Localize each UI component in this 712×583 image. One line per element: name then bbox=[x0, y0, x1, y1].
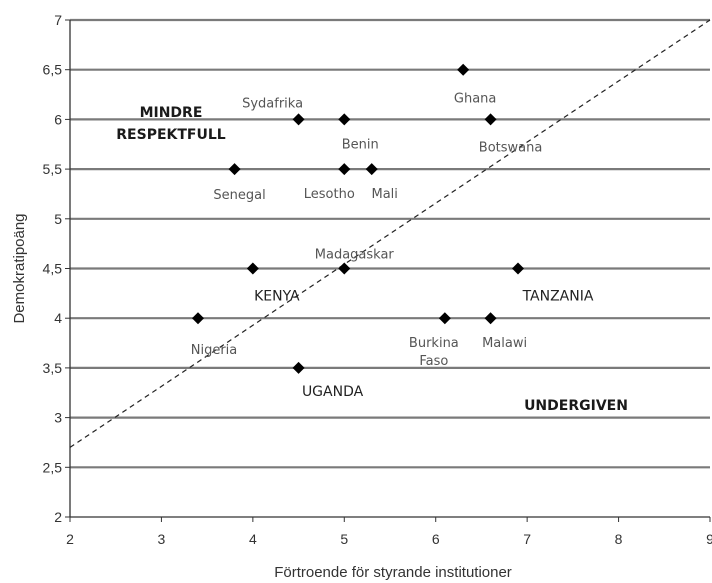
data-point bbox=[338, 113, 351, 126]
data-point-label: Malawi bbox=[482, 336, 527, 351]
region-label: UNDERGIVEN bbox=[524, 398, 628, 414]
data-point-label: TANZANIA bbox=[522, 289, 594, 305]
dashed-reference-line bbox=[69, 19, 711, 448]
data-point bbox=[228, 163, 241, 176]
x-axis-title: Förtroende för styrande institutioner bbox=[274, 564, 512, 581]
data-point-label: Lesotho bbox=[304, 187, 355, 202]
data-point-label: Mali bbox=[372, 187, 398, 202]
y-tick-label: 4,5 bbox=[43, 261, 63, 277]
data-point-label: Senegal bbox=[213, 188, 265, 203]
data-point bbox=[338, 262, 351, 275]
data-point-label: UGANDA bbox=[302, 384, 364, 400]
data-point-label: KENYA bbox=[254, 289, 300, 305]
y-tick-label: 5,5 bbox=[43, 161, 63, 177]
x-tick-label: 4 bbox=[249, 531, 257, 547]
data-point-label: Sydafrika bbox=[242, 96, 303, 111]
y-tick-label: 3 bbox=[54, 410, 62, 426]
y-tick-label: 3,5 bbox=[43, 360, 63, 376]
y-tick-label: 2 bbox=[54, 509, 62, 525]
data-point bbox=[484, 113, 497, 126]
data-point bbox=[338, 163, 351, 176]
region-label: RESPEKTFULL bbox=[116, 127, 226, 143]
data-point-label: Burkina Faso bbox=[409, 336, 459, 369]
x-tick-label: 2 bbox=[66, 531, 74, 547]
data-point bbox=[512, 262, 524, 275]
x-tick-label: 5 bbox=[340, 531, 348, 547]
data-point-label: Ghana bbox=[454, 92, 497, 107]
region-label: MINDRE bbox=[140, 105, 203, 121]
data-point bbox=[292, 113, 305, 126]
data-point bbox=[365, 163, 378, 176]
y-tick-label: 5 bbox=[54, 211, 62, 227]
data-point bbox=[457, 63, 470, 76]
data-point bbox=[438, 312, 451, 325]
y-tick-label: 7 bbox=[54, 12, 62, 28]
x-tick-label: 9 bbox=[706, 531, 712, 547]
x-tick-label: 3 bbox=[158, 531, 166, 547]
y-tick-label: 2,5 bbox=[43, 459, 63, 475]
data-point bbox=[292, 361, 305, 374]
x-tick-label: 6 bbox=[432, 531, 440, 547]
y-tick-label: 6,5 bbox=[43, 62, 63, 78]
data-point bbox=[246, 262, 259, 275]
data-point-label: Benin bbox=[342, 137, 379, 152]
x-tick-label: 7 bbox=[523, 531, 531, 547]
data-point-label: Madagaskar bbox=[315, 248, 395, 263]
data-point bbox=[192, 312, 204, 325]
data-point-label: Nigeria bbox=[191, 343, 238, 358]
data-point bbox=[484, 312, 497, 325]
y-tick-label: 4 bbox=[54, 310, 62, 326]
y-axis-title: Demokratipoäng bbox=[11, 213, 28, 323]
y-tick-label: 6 bbox=[54, 111, 62, 127]
x-tick-label: 8 bbox=[615, 531, 623, 547]
data-point-label: Botswana bbox=[479, 140, 543, 155]
